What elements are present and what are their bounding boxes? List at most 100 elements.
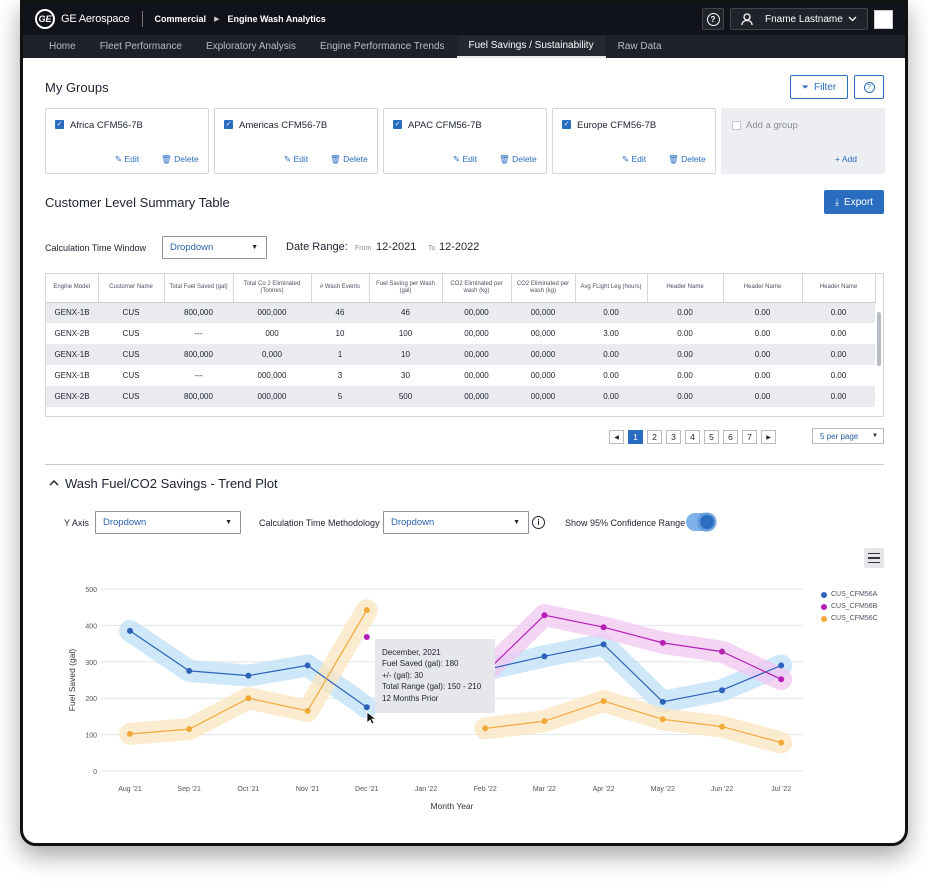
table-row[interactable]: GENX-2B CUS 800,000 000,000 5 500 00,000 00,000… <box>46 386 875 407</box>
prev-page-button[interactable]: ◀ <box>609 430 624 444</box>
edit-button[interactable]: ✎ Edit <box>284 154 309 164</box>
help-icon: ? <box>863 81 875 93</box>
delete-button[interactable]: 🗑 Delete <box>330 154 368 164</box>
page-button[interactable]: 4 <box>685 430 700 444</box>
breadcrumb-engine-wash[interactable]: Engine Wash Analytics <box>227 14 326 24</box>
column-header[interactable]: Fuel Saving per Wash (gal) <box>369 274 443 303</box>
column-header[interactable]: CO2 Eliminated per wash (kg) <box>511 274 576 303</box>
methodology-dropdown[interactable]: Dropdown ▼ <box>383 511 529 534</box>
filter-label: Filter <box>813 81 837 93</box>
column-header[interactable]: # Wash Events <box>311 274 370 303</box>
table-cell: 0.00 <box>802 302 875 323</box>
trend-chart[interactable]: 0 100 200 300 400 500 Aug '21 Sep '21 Oct '21 Nov… <box>23 573 908 823</box>
edit-button[interactable]: ✎ Edit <box>453 154 478 164</box>
help-button[interactable]: ? <box>702 8 724 30</box>
y-axis-dropdown[interactable]: Dropdown ▼ <box>95 511 241 534</box>
group-card-europe[interactable]: ✓ Europe CFM56-7B ✎ Edit 🗑 Delete <box>552 108 716 174</box>
column-header[interactable]: Header Name <box>802 274 876 303</box>
confidence-toggle[interactable] <box>686 513 716 531</box>
calc-window-dropdown[interactable]: Dropdown ▼ <box>162 236 267 259</box>
table-row[interactable]: GENX-1B CUS --- 000,000 3 30 00,000 00,000 0.00 0… <box>46 365 875 386</box>
chart-menu-button[interactable] <box>864 548 884 568</box>
x-tick-label: Jun '22 <box>711 786 733 793</box>
next-page-button[interactable]: ▶ <box>761 430 776 444</box>
data-point <box>541 653 548 660</box>
chevron-up-icon[interactable] <box>49 479 59 487</box>
table-scrollbar[interactable] <box>877 312 881 366</box>
export-button[interactable]: ⤓ Export <box>824 190 884 214</box>
column-header[interactable]: Engine Model <box>46 274 99 303</box>
legend-item[interactable]: CUS_CFM56C <box>821 613 878 625</box>
add-group-card[interactable]: Add a group + Add <box>721 108 885 174</box>
table-cell: 00,000 <box>442 302 511 323</box>
table-cell: 500 <box>369 386 442 407</box>
add-group-button[interactable]: + Add <box>835 154 857 164</box>
main-nav: Home Fleet Performance Exploratory Analy… <box>23 35 905 58</box>
page-button[interactable]: 7 <box>742 430 757 444</box>
page-button[interactable]: 2 <box>647 430 662 444</box>
date-range-label: Date Range: <box>286 241 348 253</box>
data-point <box>541 718 548 725</box>
legend-label: CUS_CFM56C <box>831 615 878 622</box>
column-header[interactable]: Customer Name <box>98 274 165 303</box>
page-button[interactable]: 3 <box>666 430 681 444</box>
table-cell: GENX-2B <box>46 386 98 407</box>
table-row[interactable]: GENX-1B CUS 800,000 0,000 1 10 00,000 00,000 0.0… <box>46 344 875 365</box>
column-header[interactable]: Header Name <box>723 274 803 303</box>
app-switcher-button[interactable] <box>874 9 893 29</box>
column-header[interactable]: Header Name <box>647 274 724 303</box>
column-header[interactable]: Avg FLight Leg (hours) <box>575 274 648 303</box>
table-row[interactable]: GENX-1B CUS 800,000 000,000 46 46 00,000 00,000… <box>46 302 875 323</box>
y-axis-label: Y Axis <box>64 518 89 528</box>
table-cell: 00,000 <box>511 386 575 407</box>
column-header[interactable]: Total Fuel Saved (gal) <box>164 274 234 303</box>
info-icon[interactable]: i <box>532 516 545 529</box>
tab-home[interactable]: Home <box>49 41 76 52</box>
checkbox-checked-icon[interactable]: ✓ <box>55 120 64 129</box>
x-tick-label: May '22 <box>651 786 675 793</box>
table-row[interactable]: GENX-2B CUS --- 000 10 100 00,000 00,000 3.00 0.0… <box>46 323 875 344</box>
data-point <box>659 698 666 705</box>
breadcrumb-commercial[interactable]: Commercial <box>154 14 207 24</box>
data-point <box>719 723 725 730</box>
tooltip-line: +/- (gal): 30 <box>382 670 424 680</box>
legend-item[interactable]: CUS_CFM56B <box>821 601 878 613</box>
download-icon: ⤓ <box>835 196 840 207</box>
delete-button[interactable]: 🗑 Delete <box>499 154 537 164</box>
filter-button[interactable]: ⏷ Filter <box>790 75 848 99</box>
group-card-americas[interactable]: ✓ Americas CFM56-7B ✎ Edit 🗑 Delete <box>214 108 378 174</box>
caret-down-icon: ▼ <box>251 244 258 251</box>
toggle-knob <box>700 515 714 529</box>
help-groups-button[interactable]: ? <box>854 75 884 99</box>
tab-fuel-savings[interactable]: Fuel Savings / Sustainability <box>456 35 606 58</box>
group-card-apac[interactable]: ✓ APAC CFM56-7B ✎ Edit 🗑 Delete <box>383 108 547 174</box>
chart-tooltip: December, 2021 Fuel Saved (gal): 180 +/-… <box>375 639 495 713</box>
data-point <box>778 676 785 683</box>
to-date[interactable]: 12-2022 <box>439 241 480 253</box>
from-date[interactable]: 12-2021 <box>376 241 417 253</box>
y-tick-label: 300 <box>85 660 97 667</box>
column-header[interactable]: CO2 Eliminated per wash (kg) <box>442 274 512 303</box>
delete-button[interactable]: 🗑 Delete <box>668 154 706 164</box>
tab-fleet-performance[interactable]: Fleet Performance <box>99 41 182 52</box>
table-cell: 0.00 <box>830 329 847 338</box>
tab-exploratory-analysis[interactable]: Exploratory Analysis <box>205 41 296 52</box>
checkbox-checked-icon[interactable]: ✓ <box>562 120 571 129</box>
page-button[interactable]: 1 <box>628 430 643 444</box>
calc-window-value: Dropdown <box>170 242 214 253</box>
checkbox-checked-icon[interactable]: ✓ <box>393 120 402 129</box>
tab-engine-performance-trends[interactable]: Engine Performance Trends <box>320 41 445 52</box>
calc-window-label: Calculation Time Window <box>45 243 147 253</box>
delete-button[interactable]: 🗑 Delete <box>161 154 199 164</box>
user-menu-button[interactable]: Fname Lastname <box>730 8 868 30</box>
page-button[interactable]: 6 <box>723 430 738 444</box>
per-page-dropdown[interactable]: 5 per page ▼ <box>812 428 884 444</box>
tab-raw-data[interactable]: Raw Data <box>617 41 662 52</box>
edit-button[interactable]: ✎ Edit <box>115 154 140 164</box>
page-button[interactable]: 5 <box>704 430 719 444</box>
legend-item[interactable]: CUS_CFM56A <box>821 589 878 601</box>
group-card-africa[interactable]: ✓ Africa CFM56-7B ✎ Edit 🗑 Delete <box>45 108 209 174</box>
checkbox-checked-icon[interactable]: ✓ <box>224 120 233 129</box>
column-header[interactable]: Total Co 2 Eliminated (Tonnes) <box>233 274 312 303</box>
edit-button[interactable]: ✎ Edit <box>622 154 647 164</box>
